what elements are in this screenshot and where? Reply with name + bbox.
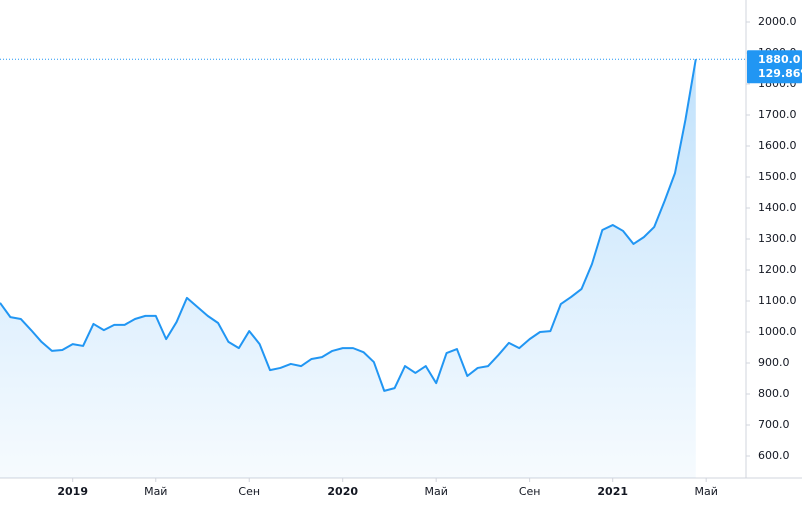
x-tick-label: Сен [238,485,260,498]
y-tick-label: 1500.0 [758,170,797,183]
y-tick-label: 1100.0 [758,294,797,307]
y-tick-label: 600.0 [758,449,790,462]
y-tick-label: 1200.0 [758,263,797,276]
y-tick-label: 700.0 [758,418,790,431]
last-price-tag [747,50,802,84]
x-tick-label: Май [424,485,447,498]
x-tick-label: Май [144,485,167,498]
change-label: 129.86% [758,67,802,80]
x-tick-label: 2019 [57,485,88,498]
y-tick-label: 1400.0 [758,201,797,214]
last-price-label: 1880.0 [758,53,801,66]
y-tick-label: 2000.0 [758,15,797,28]
y-tick-label: 1600.0 [758,139,797,152]
x-tick-label: 2021 [597,485,628,498]
price-line [0,59,697,392]
x-tick-label: 2020 [327,485,358,498]
y-tick-label: 800.0 [758,387,790,400]
x-tick-label: Май [694,485,717,498]
y-tick-label: 1300.0 [758,232,797,245]
y-tick-label: 900.0 [758,356,790,369]
y-tick-label: 1700.0 [758,108,797,121]
area-fill [0,59,696,479]
y-tick-label: 1000.0 [758,325,797,338]
x-tick-label: Сен [519,485,541,498]
